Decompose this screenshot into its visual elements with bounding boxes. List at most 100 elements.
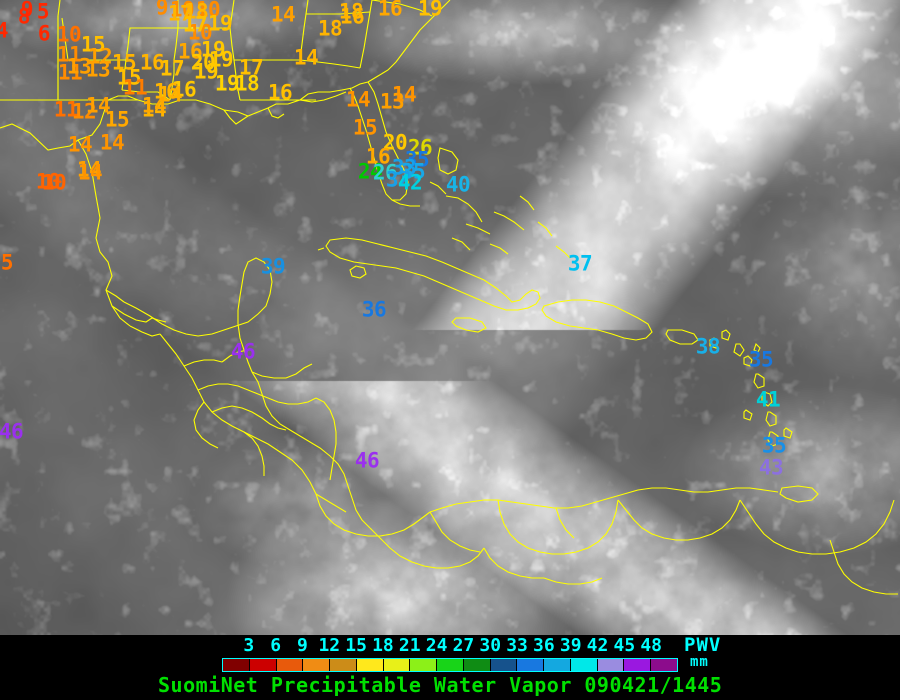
station-value-label: 14 bbox=[67, 132, 93, 157]
station-value-label: 10 bbox=[41, 170, 67, 195]
station-value-label: 18 bbox=[183, 0, 209, 24]
station-value-label: 18 bbox=[338, 0, 364, 24]
station-value-label: 16 bbox=[171, 77, 197, 102]
station-value-label: 17 bbox=[167, 1, 193, 26]
map-coastline-overlay bbox=[0, 0, 898, 595]
station-value-label: 46 bbox=[354, 448, 380, 473]
station-value-label: 19 bbox=[207, 11, 233, 36]
colorbar-tick-row: 3 6 9 12 15 18 21 24 27 30 33 36 39 42 45 48 bbox=[0, 636, 900, 658]
colorbar-swatch bbox=[410, 659, 438, 671]
colorbar-swatch bbox=[383, 659, 411, 671]
station-value-label: 6 bbox=[37, 21, 51, 46]
station-value-label: 17 bbox=[238, 55, 264, 80]
colorbar-tick-label: 18 bbox=[372, 635, 394, 656]
colorbar-tick-label: 21 bbox=[398, 635, 421, 656]
station-value-label: 14 bbox=[157, 82, 183, 107]
coastlines bbox=[0, 0, 898, 595]
colorbar-swatch bbox=[597, 659, 625, 671]
station-value-label: 15 bbox=[116, 65, 142, 90]
station-value-label: 11 bbox=[56, 42, 82, 67]
station-value-label: 35 bbox=[404, 147, 430, 172]
satellite-image-panel: 9 5 8 6 4 10 9 10 10 10 14 18 16 17 18 19 17 19 18 16 16 19 20… bbox=[0, 0, 900, 635]
station-value-label: 9 bbox=[155, 0, 169, 20]
colorbar-swatch bbox=[223, 659, 250, 671]
station-value-label: 13 bbox=[379, 89, 405, 114]
pwv-variable-label: PWV bbox=[684, 634, 722, 656]
station-value-label: 16 bbox=[365, 144, 391, 169]
colorbar-swatch bbox=[517, 659, 545, 671]
station-value-label: 12 bbox=[87, 44, 113, 69]
colorbar-tick-label: 12 bbox=[318, 635, 341, 656]
station-value-label: 35 bbox=[748, 347, 774, 372]
station-value-label: 11 bbox=[57, 60, 83, 85]
station-value-label: 10 bbox=[187, 20, 213, 45]
station-value-label: 15 bbox=[111, 50, 137, 75]
station-value-label: 10 bbox=[195, 0, 221, 22]
colorbar-swatch bbox=[276, 659, 304, 671]
station-value-label: 37 bbox=[567, 251, 593, 276]
station-value-label: 14 bbox=[391, 82, 417, 107]
station-value-label: 11 bbox=[122, 75, 148, 100]
station-value-label: 15 bbox=[352, 115, 378, 140]
station-value-label: 36 bbox=[361, 297, 387, 322]
station-value-label: 42 bbox=[397, 170, 423, 195]
station-value-label: 43 bbox=[758, 455, 784, 480]
station-value-label: 14 bbox=[141, 93, 167, 118]
station-value-label: 14 bbox=[85, 93, 111, 118]
colorbar-tick-label: 3 bbox=[243, 635, 255, 656]
station-value-label: 12 bbox=[71, 99, 97, 124]
station-value-label: 16 bbox=[153, 79, 179, 104]
station-value-label: 35 bbox=[761, 433, 787, 458]
colorbar-tick-label: 33 bbox=[506, 635, 528, 656]
station-value-label: 11 bbox=[53, 97, 79, 122]
colorbar-swatch bbox=[437, 659, 464, 671]
station-value-label: 16 bbox=[377, 0, 403, 21]
station-value-label: 35 bbox=[400, 159, 426, 184]
station-value-label: 13 bbox=[85, 57, 111, 82]
product-title: SuomiNet Precipitable Water Vapor 090421… bbox=[158, 673, 723, 697]
colorbar-swatch bbox=[303, 659, 331, 671]
station-value-label: 16 bbox=[177, 39, 203, 64]
colorbar-tick-label: 48 bbox=[640, 635, 663, 656]
station-value-label: 17 bbox=[159, 56, 185, 81]
colorbar-swatch bbox=[570, 659, 598, 671]
colorbar bbox=[222, 658, 678, 672]
station-value-label: 15 bbox=[104, 107, 130, 132]
station-value-label: 8 bbox=[17, 4, 31, 29]
station-value-label: 20 bbox=[382, 130, 408, 155]
station-value-label: 10 bbox=[56, 22, 82, 47]
colorbar-tick-label: 27 bbox=[452, 635, 475, 656]
station-value-label: 14 bbox=[141, 97, 167, 122]
station-value-label: 16 bbox=[267, 80, 293, 105]
colorbar-swatch bbox=[651, 659, 678, 671]
station-value-label: 14 bbox=[76, 157, 102, 182]
station-value-label: 24 bbox=[357, 159, 383, 184]
station-value-label: 10 bbox=[169, 0, 195, 22]
station-value-label: 19 bbox=[200, 37, 226, 62]
station-value-label: 14 bbox=[270, 2, 296, 27]
station-value-label: 17 bbox=[182, 12, 208, 37]
colorbar-tick-label: 15 bbox=[345, 635, 367, 656]
station-value-label: 5 bbox=[36, 0, 50, 24]
station-value-label: 39 bbox=[260, 254, 286, 279]
station-value-label: 19 bbox=[208, 47, 234, 72]
colorbar-swatch bbox=[544, 659, 571, 671]
station-value-label: 5 bbox=[0, 250, 14, 275]
pwv-units-label: mm bbox=[690, 654, 709, 670]
colorbar-swatch bbox=[490, 659, 518, 671]
station-value-label: 9 bbox=[20, 0, 34, 22]
station-value-label: 46 bbox=[0, 419, 24, 444]
station-value-label: 18 bbox=[317, 16, 343, 41]
station-value-label: 14 bbox=[77, 160, 103, 185]
station-value-label: 16 bbox=[139, 50, 165, 75]
station-value-label: 46 bbox=[230, 339, 256, 364]
station-value-label: 14 bbox=[99, 130, 125, 155]
station-value-label: 26 bbox=[407, 135, 433, 160]
station-value-label: 18 bbox=[234, 71, 260, 96]
station-value-label: 19 bbox=[214, 71, 240, 96]
station-value-label: 15 bbox=[80, 32, 106, 57]
station-value-label: 40 bbox=[445, 172, 471, 197]
colorbar-tick-label: 9 bbox=[297, 635, 308, 656]
station-value-label: 20 bbox=[190, 50, 216, 75]
station-value-label: 13 bbox=[66, 54, 92, 79]
